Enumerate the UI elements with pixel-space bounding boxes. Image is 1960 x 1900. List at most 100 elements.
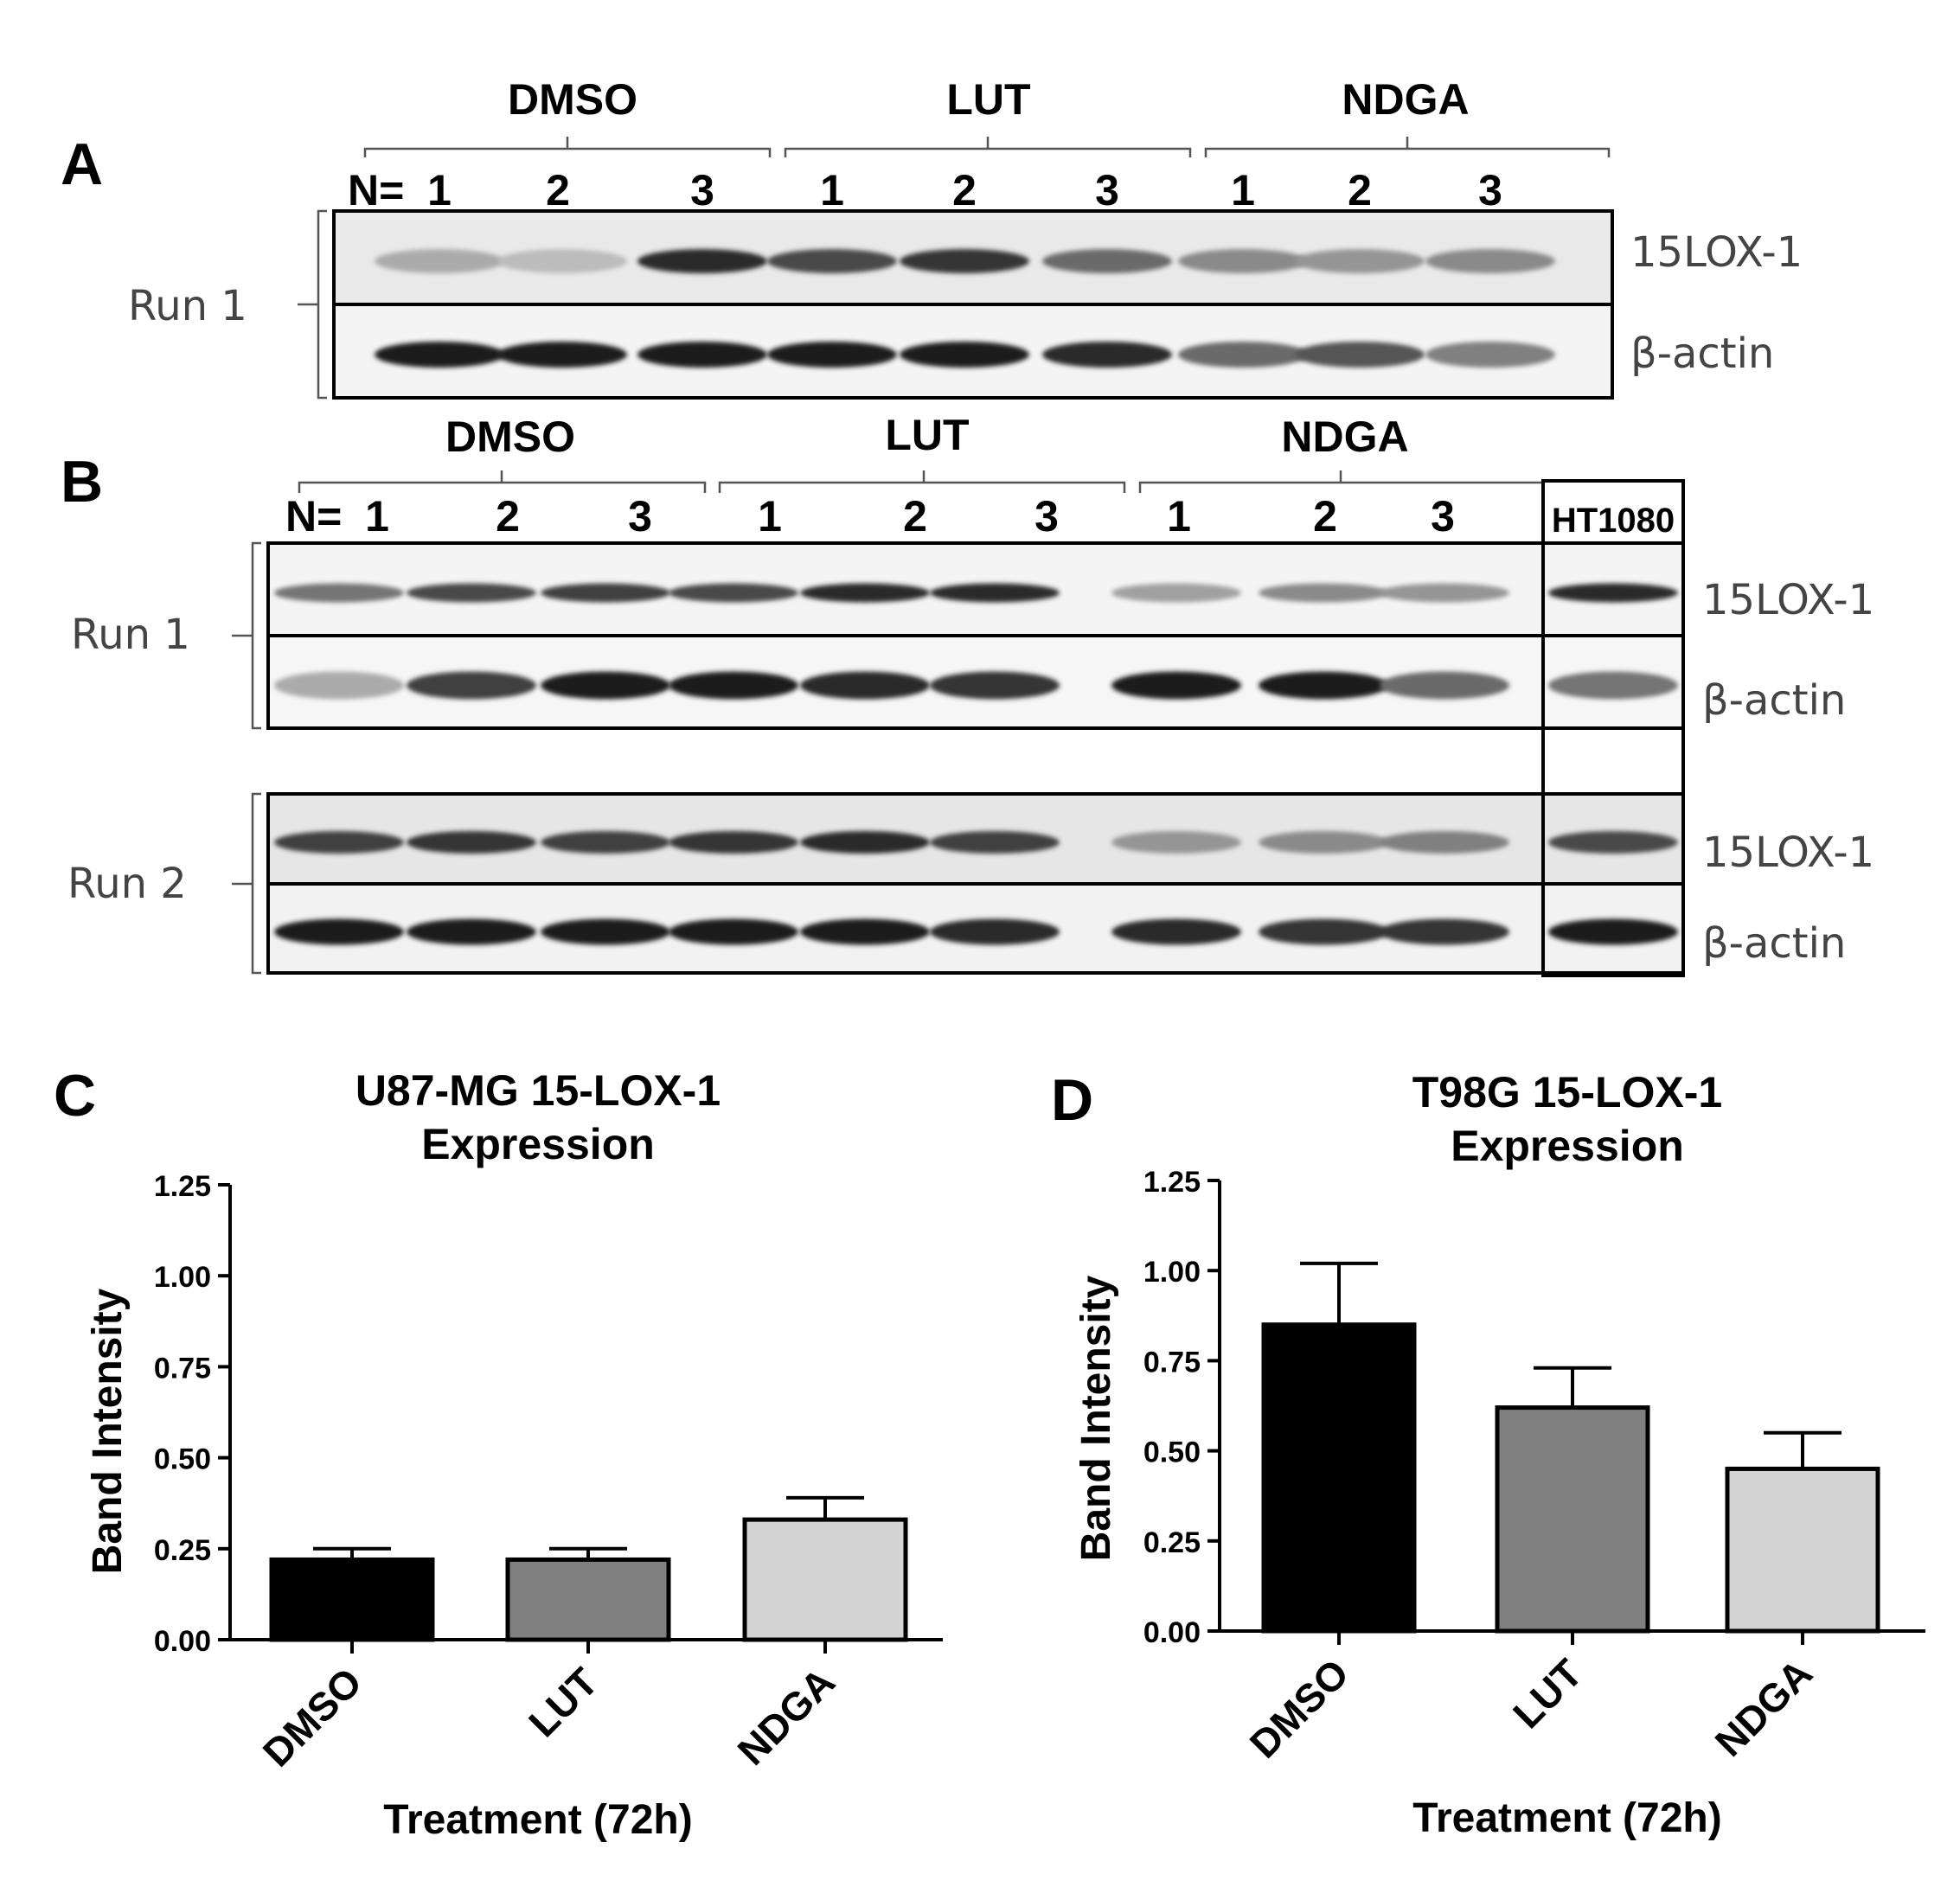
actin-band bbox=[407, 918, 536, 945]
blot-a-group-dmso: DMSO bbox=[508, 75, 637, 124]
blot-a-run-bracket bbox=[317, 209, 327, 400]
blot-b-run1-membrane bbox=[268, 543, 1683, 728]
y-tick-label: 1.25 bbox=[1143, 1166, 1201, 1199]
y-tick-label: 0.75 bbox=[1143, 1346, 1201, 1379]
lane-label: 2 bbox=[546, 166, 570, 214]
15lox-band bbox=[1425, 249, 1555, 273]
lane-label: 2 bbox=[1313, 492, 1337, 541]
actin-band bbox=[407, 671, 536, 700]
y-tick-label: 0.50 bbox=[154, 1443, 211, 1476]
actin-band bbox=[274, 671, 404, 700]
15lox-band bbox=[407, 831, 536, 854]
bar-ndga bbox=[742, 1517, 908, 1642]
blot-b-group-lut: LUT bbox=[885, 411, 969, 459]
actin-band bbox=[1295, 342, 1425, 368]
blot-a-n-prefix: N= bbox=[348, 166, 404, 214]
blot-b-run2-bracket bbox=[251, 792, 261, 975]
15lox-band bbox=[1548, 831, 1678, 854]
actin-band bbox=[800, 671, 930, 700]
bar-ndga bbox=[1725, 1466, 1880, 1634]
15lox-band bbox=[1178, 249, 1308, 273]
blot-b-bracket-ndga bbox=[1138, 470, 1545, 493]
actin-band bbox=[1548, 671, 1678, 700]
y-tick-label: 0.75 bbox=[154, 1352, 211, 1385]
15lox-band bbox=[274, 831, 404, 854]
lane-label: 1 bbox=[427, 166, 452, 214]
actin-band bbox=[541, 671, 670, 700]
15lox-band bbox=[375, 249, 504, 273]
actin-band bbox=[1111, 918, 1241, 945]
15lox-band bbox=[930, 583, 1060, 603]
15lox-band bbox=[930, 831, 1060, 854]
chart-c-xlabel: Treatment (72h) bbox=[383, 1797, 692, 1843]
panel-letter-a: A bbox=[61, 131, 103, 197]
lane-label: 2 bbox=[1348, 166, 1372, 214]
lane-label: 2 bbox=[496, 492, 520, 541]
15lox-band bbox=[1111, 831, 1241, 854]
chart-d-plot-area: 0.00 0.25 0.50 0.75 1.00 1.25 DMSO LUT NDGA bbox=[1143, 1166, 1925, 1767]
blot-b-group-ndga: NDGA bbox=[1281, 413, 1408, 461]
chart-c-plot-area: 0.00 0.25 0.50 0.75 1.00 1.25 DMSO LUT NDGA bbox=[154, 1170, 943, 1775]
bar-chart-u87mg: U87-MG 15-LOX-1 Expression Band Intensit… bbox=[85, 1066, 943, 1843]
15lox-band bbox=[541, 583, 670, 603]
x-tick-label: DMSO bbox=[1241, 1650, 1357, 1766]
lane-label: 1 bbox=[1231, 166, 1255, 214]
15lox-band bbox=[1042, 249, 1172, 273]
lane-label: 1 bbox=[820, 166, 844, 214]
15lox-band bbox=[637, 249, 767, 273]
15lox-band bbox=[407, 583, 536, 603]
blot-a-run-label: Run 1 bbox=[128, 282, 247, 330]
chart-d-xlabel: Treatment (72h) bbox=[1412, 1795, 1721, 1841]
lane-label: 3 bbox=[1034, 492, 1059, 541]
blot-b-lane-labels: 1 2 3 1 2 3 1 2 3 bbox=[365, 492, 1455, 541]
chart-d-ylabel: Band Intensity bbox=[1073, 1275, 1119, 1561]
bar-lut bbox=[1495, 1405, 1650, 1634]
panel-letter-d: D bbox=[1051, 1067, 1093, 1133]
actin-band bbox=[1425, 342, 1555, 368]
y-tick-label: 0.00 bbox=[1143, 1616, 1201, 1649]
y-tick-label: 1.25 bbox=[154, 1170, 211, 1203]
blot-b-bracket-lut bbox=[718, 470, 1126, 493]
x-tick-label: LUT bbox=[1504, 1650, 1591, 1737]
blot-b-run1-row-label-15lox: 15LOX-1 bbox=[1702, 576, 1874, 624]
15lox-band bbox=[497, 249, 627, 273]
actin-band bbox=[669, 671, 798, 700]
15lox-band bbox=[1380, 831, 1509, 854]
actin-band bbox=[274, 918, 404, 945]
15lox-band bbox=[767, 249, 897, 273]
blot-b-n-prefix: N= bbox=[285, 492, 342, 541]
actin-band bbox=[1259, 918, 1388, 945]
actin-band bbox=[767, 342, 897, 368]
lane-label: 2 bbox=[903, 492, 927, 541]
y-tick-label: 0.25 bbox=[1143, 1526, 1201, 1559]
15lox-band bbox=[1295, 249, 1425, 273]
chart-c-ylabel: Band Intensity bbox=[85, 1288, 131, 1574]
actin-band bbox=[637, 342, 767, 368]
y-tick-label: 1.00 bbox=[1143, 1256, 1201, 1289]
actin-band bbox=[1380, 671, 1509, 700]
15lox-band bbox=[274, 583, 404, 603]
x-tick-label: DMSO bbox=[254, 1659, 370, 1775]
x-tick-label: LUT bbox=[520, 1659, 606, 1745]
lane-label: 1 bbox=[1167, 492, 1191, 541]
15lox-band bbox=[800, 583, 930, 603]
chart-c-title-line2: Expression bbox=[421, 1120, 655, 1168]
actin-band bbox=[800, 918, 930, 945]
y-tick-label: 0.00 bbox=[154, 1625, 211, 1658]
blot-b-run1-bracket bbox=[251, 541, 261, 730]
chart-d-title-line1: T98G 15-LOX-1 bbox=[1412, 1068, 1722, 1116]
blot-b-run2-membrane bbox=[268, 794, 1683, 973]
lane-label: 3 bbox=[1478, 166, 1502, 214]
blot-b-bracket-dmso bbox=[298, 470, 707, 493]
panel-letter-b: B bbox=[61, 449, 103, 515]
actin-band bbox=[669, 918, 798, 945]
y-tick-label: 1.00 bbox=[154, 1261, 211, 1294]
15lox-band bbox=[900, 249, 1029, 273]
blot-b-run1-row-label-actin: β-actin bbox=[1702, 676, 1846, 725]
x-tick-label: NDGA bbox=[729, 1659, 844, 1774]
actin-band bbox=[497, 342, 627, 368]
blot-a-lane-labels: 1 2 3 1 2 3 1 2 3 bbox=[427, 166, 1502, 214]
blot-a-membrane bbox=[334, 211, 1612, 398]
actin-band bbox=[1178, 342, 1308, 368]
